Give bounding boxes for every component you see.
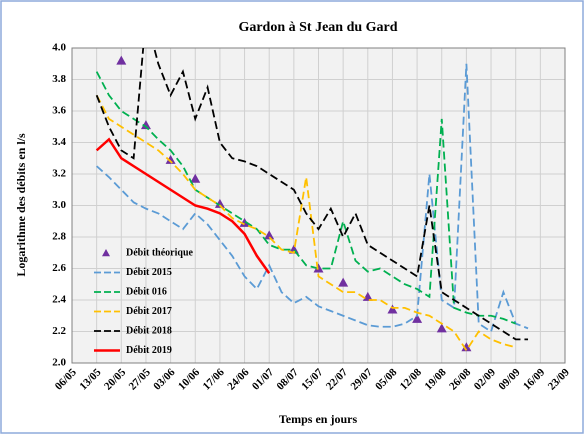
legend-label: Débit 016: [126, 286, 167, 297]
series-layer: [95, 48, 529, 353]
data-point: [436, 323, 447, 333]
data-line: [96, 63, 529, 333]
legend-label: Débit 2018: [126, 325, 172, 336]
legend-label: Débit théorique: [126, 247, 194, 258]
legend-label: Débit 2015: [126, 267, 172, 278]
plot-border: [71, 47, 566, 364]
data-point: [165, 154, 176, 164]
y-tick-label: 2.8: [52, 231, 66, 243]
data-point: [140, 120, 151, 130]
y-tick-label: 3.8: [52, 73, 66, 85]
data-line: [95, 94, 516, 353]
data-point: [461, 342, 472, 352]
y-tick-label: 3.6: [52, 105, 66, 117]
y-tick-label: 4.0: [52, 42, 66, 54]
legend-label: Débit 2019: [126, 345, 172, 356]
data-point: [116, 55, 127, 65]
legend-label: Débit 2017: [126, 306, 172, 317]
y-tick-label: 2.6: [52, 262, 66, 274]
y-tick-label: 2.0: [52, 357, 66, 369]
y-axis-label: Logarithme des débits en l/s: [14, 133, 28, 277]
data-point: [338, 277, 349, 287]
data-point: [264, 230, 275, 240]
data-point: [239, 217, 250, 227]
data-point: [412, 313, 423, 323]
data-point: [362, 291, 373, 301]
y-tick-label: 3.4: [52, 136, 66, 148]
data-line: [95, 71, 517, 325]
y-tick-label: 2.4: [52, 294, 66, 306]
chart-title: Gardon à St Jean du Gard: [238, 20, 397, 35]
x-axis-label: Temps en jours: [279, 412, 358, 426]
y-tick-label: 2.2: [52, 325, 66, 337]
data-point: [387, 304, 398, 314]
legend-marker: [102, 249, 110, 257]
data-point: [214, 198, 225, 208]
y-tick-label: 3.0: [52, 199, 66, 211]
data-line: [95, 137, 271, 274]
y-tick-label: 3.2: [52, 168, 66, 180]
data-line: [95, 48, 529, 341]
data-point: [190, 173, 201, 183]
